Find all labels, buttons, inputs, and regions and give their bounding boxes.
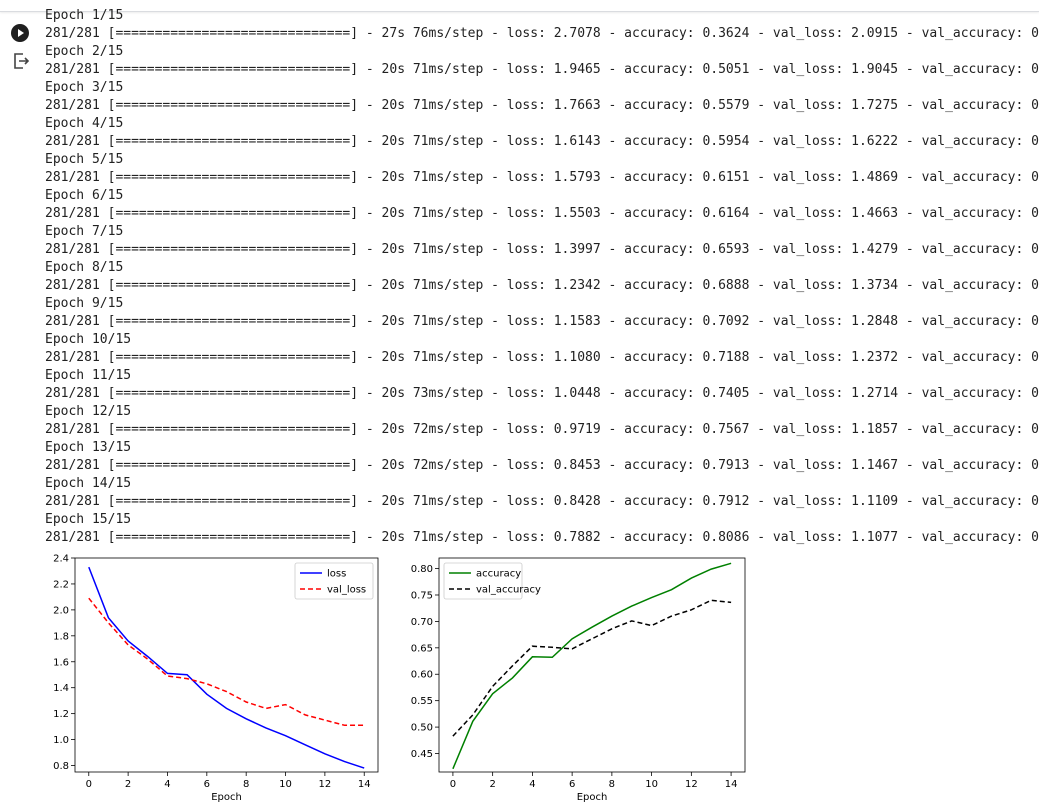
y-tick-label: 0.70 [411, 617, 433, 628]
accuracy-chart: 0.45 0.50 0.55 0.60 0.65 0.70 0.75 0.80 0 2 4 6 8 10 1… [411, 557, 746, 803]
cell-top-border [0, 0, 1039, 12]
x-axis-label: Epoch [577, 792, 608, 803]
epoch-metrics-line: 281/281 [==============================]… [45, 530, 1039, 545]
y-tick-label: 1.0 [53, 735, 69, 746]
x-tick-label: 6 [204, 779, 210, 790]
y-tick-label: 0.65 [411, 643, 433, 654]
x-tick-label: 14 [725, 779, 738, 790]
x-tick-label: 0 [86, 779, 92, 790]
epoch-header: Epoch 3/15 [45, 80, 124, 95]
series-line-accuracy [452, 562, 732, 770]
x-axis-label: Epoch [211, 792, 242, 803]
y-tick-label: 0.55 [411, 696, 433, 707]
x-tick-label: 12 [319, 779, 332, 790]
epoch-header: Epoch 9/15 [45, 296, 124, 311]
series-line-val-accuracy [452, 599, 732, 737]
x-tick-label: 14 [358, 779, 371, 790]
epoch-header: Epoch 5/15 [45, 152, 124, 167]
epoch-metrics-line: 281/281 [==============================]… [45, 206, 1039, 221]
epoch-metrics-line: 281/281 [==============================]… [45, 458, 1039, 473]
series-line-val-loss [88, 597, 365, 727]
epoch-header: Epoch 11/15 [45, 368, 132, 383]
legend-label: val_loss [327, 585, 366, 596]
y-tick-label: 0.45 [411, 749, 433, 760]
legend-label: loss [327, 569, 346, 580]
loss-chart: 0.8 1.0 1.2 1.4 1.6 1.8 2.0 2.2 2.4 0 2 4 6 8 10 12 14 Ep… [53, 554, 379, 803]
x-tick-label: 4 [529, 779, 535, 790]
epoch-metrics-line: 281/281 [==============================]… [45, 134, 1039, 149]
legend-label: accuracy [476, 569, 521, 580]
epoch-metrics-line: 281/281 [==============================]… [45, 26, 1039, 41]
y-tick-label: 0.75 [411, 590, 433, 601]
epoch-metrics-line: 281/281 [==============================]… [45, 242, 1039, 257]
y-tick-label: 1.8 [53, 631, 69, 642]
plot-frame [438, 557, 746, 773]
x-tick-label: 0 [450, 779, 456, 790]
accuracy-plot: 0.45 0.50 0.55 0.60 0.65 0.70 0.75 0.80 0 2 4 6 8 10 1… [405, 548, 750, 810]
x-tick-label: 2 [489, 779, 495, 790]
legend-label: val_accuracy [476, 585, 541, 596]
y-tick-label: 2.4 [53, 554, 69, 565]
y-tick-label: 1.2 [53, 709, 69, 720]
epoch-metrics-line: 281/281 [==============================]… [45, 350, 1039, 365]
x-tick-label: 2 [125, 779, 131, 790]
y-tick-label: 0.60 [411, 670, 433, 681]
y-tick-label: 1.6 [53, 657, 69, 668]
epoch-header: Epoch 13/15 [45, 440, 132, 455]
epoch-header: Epoch 1/15 [45, 8, 124, 23]
epoch-metrics-line: 281/281 [==============================]… [45, 278, 1039, 293]
epoch-metrics-line: 281/281 [==============================]… [45, 494, 1039, 509]
epoch-metrics-line: 281/281 [==============================]… [45, 62, 1039, 77]
epoch-metrics-line: 281/281 [==============================]… [45, 98, 1039, 113]
epoch-header: Epoch 4/15 [45, 116, 124, 131]
loss-plot: 0.8 1.0 1.2 1.4 1.6 1.8 2.0 2.2 2.4 0 2 4 6 8 10 12 14 Ep… [45, 548, 385, 810]
y-tick-label: 2.2 [53, 579, 69, 590]
epoch-header: Epoch 12/15 [45, 404, 132, 419]
x-tick-label: 10 [279, 779, 292, 790]
x-tick-label: 12 [685, 779, 698, 790]
epoch-header: Epoch 10/15 [45, 332, 132, 347]
y-tick-label: 0.8 [53, 761, 69, 772]
epoch-header: Epoch 2/15 [45, 44, 124, 59]
x-tick-label: 6 [569, 779, 575, 790]
y-tick-label: 0.50 [411, 723, 433, 734]
epoch-header: Epoch 14/15 [45, 476, 132, 491]
series-line-loss [88, 566, 365, 769]
legend-box [294, 562, 374, 600]
output-redirect-icon[interactable] [12, 52, 30, 70]
y-tick-label: 2.0 [53, 605, 69, 616]
epoch-metrics-line: 281/281 [==============================]… [45, 314, 1039, 329]
epoch-header: Epoch 8/15 [45, 260, 124, 275]
epoch-header: Epoch 15/15 [45, 512, 132, 527]
training-log-output: Epoch 1/15 281/281 [=====================… [45, 0, 1039, 547]
epoch-header: Epoch 7/15 [45, 224, 124, 239]
plot-frame [74, 557, 379, 773]
epoch-metrics-line: 281/281 [==============================]… [45, 386, 1039, 401]
x-tick-label: 8 [609, 779, 615, 790]
y-tick-label: 1.4 [53, 683, 69, 694]
epoch-metrics-line: 281/281 [==============================]… [45, 170, 1039, 185]
x-tick-label: 4 [164, 779, 170, 790]
epoch-header: Epoch 6/15 [45, 188, 124, 203]
legend-box [443, 562, 523, 600]
epoch-metrics-line: 281/281 [==============================]… [45, 422, 1039, 437]
run-cell-button[interactable] [11, 24, 29, 42]
x-tick-label: 10 [645, 779, 658, 790]
x-tick-label: 8 [243, 779, 249, 790]
y-tick-label: 0.80 [411, 564, 433, 575]
